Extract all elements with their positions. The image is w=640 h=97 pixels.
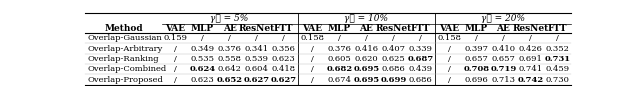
Text: /: / bbox=[365, 34, 368, 42]
Text: 0.691: 0.691 bbox=[518, 55, 542, 63]
Text: 0.657: 0.657 bbox=[464, 55, 488, 63]
Text: /: / bbox=[556, 34, 559, 42]
Text: 0.713: 0.713 bbox=[492, 76, 515, 84]
Text: 0.730: 0.730 bbox=[545, 76, 570, 84]
Text: ResNet: ResNet bbox=[239, 24, 275, 33]
Text: 0.623: 0.623 bbox=[191, 76, 214, 84]
Text: 0.356: 0.356 bbox=[272, 45, 296, 52]
Text: /: / bbox=[502, 34, 505, 42]
Text: /: / bbox=[174, 76, 177, 84]
Text: 0.674: 0.674 bbox=[327, 76, 351, 84]
Text: 0.159: 0.159 bbox=[163, 34, 188, 42]
Text: 0.627: 0.627 bbox=[271, 76, 297, 84]
Text: FTT: FTT bbox=[548, 24, 567, 33]
Text: 0.624: 0.624 bbox=[189, 65, 216, 73]
Text: 0.539: 0.539 bbox=[244, 55, 269, 63]
Text: ResNet: ResNet bbox=[512, 24, 548, 33]
Text: /: / bbox=[529, 34, 532, 42]
Text: 0.741: 0.741 bbox=[518, 65, 543, 73]
Text: /: / bbox=[419, 34, 422, 42]
Text: /: / bbox=[201, 34, 204, 42]
Text: Overlap-Gaussian: Overlap-Gaussian bbox=[88, 34, 162, 42]
Text: /: / bbox=[311, 65, 314, 73]
Text: 0.605: 0.605 bbox=[328, 55, 351, 63]
Text: 0.416: 0.416 bbox=[355, 45, 378, 52]
Text: 0.623: 0.623 bbox=[272, 55, 296, 63]
Text: FTT: FTT bbox=[274, 24, 294, 33]
Text: γᵰ = 20%: γᵰ = 20% bbox=[481, 14, 525, 23]
Text: /: / bbox=[282, 34, 285, 42]
Text: 0.719: 0.719 bbox=[490, 65, 516, 73]
Text: AE: AE bbox=[497, 24, 510, 33]
Text: 0.731: 0.731 bbox=[545, 55, 571, 63]
Text: 0.699: 0.699 bbox=[380, 76, 406, 84]
Text: AE: AE bbox=[360, 24, 373, 33]
Text: 0.625: 0.625 bbox=[381, 55, 405, 63]
Text: 0.349: 0.349 bbox=[190, 45, 214, 52]
Text: MLP: MLP bbox=[191, 24, 214, 33]
Text: Overlap-Combined: Overlap-Combined bbox=[88, 65, 166, 73]
Text: 0.657: 0.657 bbox=[492, 55, 515, 63]
Text: 0.158: 0.158 bbox=[437, 34, 461, 42]
Text: /: / bbox=[311, 55, 314, 63]
Text: /: / bbox=[448, 65, 451, 73]
Text: /: / bbox=[338, 34, 340, 42]
Text: 0.158: 0.158 bbox=[300, 34, 324, 42]
Text: 0.695: 0.695 bbox=[353, 76, 380, 84]
Text: VAE: VAE bbox=[302, 24, 323, 33]
Text: Method: Method bbox=[104, 24, 143, 33]
Text: γᵰ = 10%: γᵰ = 10% bbox=[344, 14, 388, 23]
Text: 0.459: 0.459 bbox=[545, 65, 570, 73]
Text: 0.686: 0.686 bbox=[409, 76, 433, 84]
Text: 0.652: 0.652 bbox=[216, 76, 243, 84]
Text: 0.604: 0.604 bbox=[244, 65, 269, 73]
Text: /: / bbox=[448, 45, 451, 52]
Text: /: / bbox=[174, 65, 177, 73]
Text: 0.642: 0.642 bbox=[218, 65, 241, 73]
Text: AE: AE bbox=[223, 24, 237, 33]
Text: 0.407: 0.407 bbox=[381, 45, 406, 52]
Text: ResNet: ResNet bbox=[376, 24, 412, 33]
Text: 0.742: 0.742 bbox=[517, 76, 543, 84]
Text: 0.535: 0.535 bbox=[191, 55, 214, 63]
Text: 0.682: 0.682 bbox=[326, 65, 353, 73]
Text: 0.341: 0.341 bbox=[244, 45, 269, 52]
Text: /: / bbox=[255, 34, 258, 42]
Text: 0.558: 0.558 bbox=[218, 55, 241, 63]
Text: 0.627: 0.627 bbox=[244, 76, 269, 84]
Text: /: / bbox=[228, 34, 231, 42]
Text: FTT: FTT bbox=[411, 24, 430, 33]
Text: 0.686: 0.686 bbox=[381, 65, 405, 73]
Text: /: / bbox=[392, 34, 395, 42]
Text: 0.439: 0.439 bbox=[408, 65, 433, 73]
Text: MLP: MLP bbox=[328, 24, 351, 33]
Text: Overlap-Arbitrary: Overlap-Arbitrary bbox=[88, 45, 163, 52]
Text: 0.696: 0.696 bbox=[465, 76, 488, 84]
Text: VAE: VAE bbox=[439, 24, 460, 33]
Text: /: / bbox=[448, 55, 451, 63]
Text: Overlap-Ranking: Overlap-Ranking bbox=[88, 55, 159, 63]
Text: γᵰ = 5%: γᵰ = 5% bbox=[211, 14, 249, 23]
Text: 0.687: 0.687 bbox=[408, 55, 434, 63]
Text: 0.376: 0.376 bbox=[218, 45, 241, 52]
Text: MLP: MLP bbox=[465, 24, 488, 33]
Text: 0.620: 0.620 bbox=[355, 55, 378, 63]
Text: Overlap-Proposed: Overlap-Proposed bbox=[88, 76, 163, 84]
Text: 0.695: 0.695 bbox=[353, 65, 380, 73]
Text: /: / bbox=[448, 76, 451, 84]
Text: /: / bbox=[174, 45, 177, 52]
Text: 0.352: 0.352 bbox=[545, 45, 570, 52]
Text: 0.410: 0.410 bbox=[492, 45, 515, 52]
Text: 0.418: 0.418 bbox=[271, 65, 296, 73]
Text: 0.397: 0.397 bbox=[464, 45, 488, 52]
Text: 0.426: 0.426 bbox=[518, 45, 542, 52]
Text: 0.339: 0.339 bbox=[408, 45, 433, 52]
Text: /: / bbox=[311, 76, 314, 84]
Text: /: / bbox=[475, 34, 477, 42]
Text: VAE: VAE bbox=[165, 24, 186, 33]
Text: 0.376: 0.376 bbox=[328, 45, 351, 52]
Text: /: / bbox=[174, 55, 177, 63]
Text: 0.708: 0.708 bbox=[463, 65, 490, 73]
Text: /: / bbox=[311, 45, 314, 52]
